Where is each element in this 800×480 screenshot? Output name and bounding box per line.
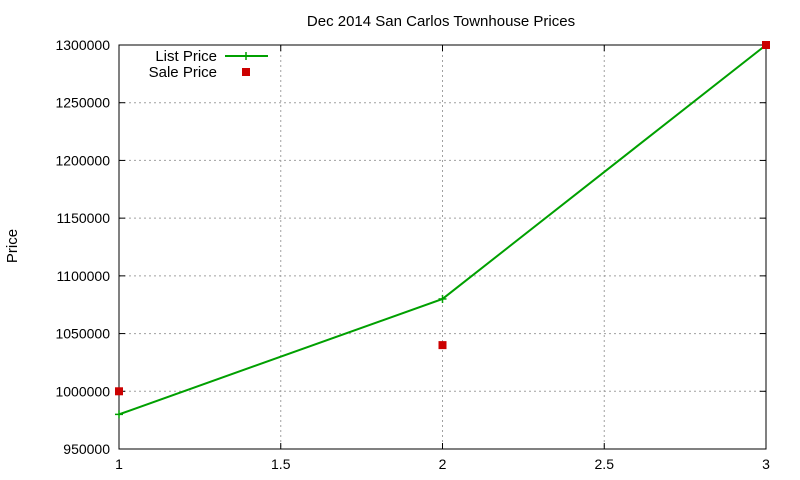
x-tick-label: 1.5	[271, 456, 291, 472]
chart-title: Dec 2014 San Carlos Townhouse Prices	[307, 13, 575, 30]
x-tick-label: 2	[439, 456, 447, 472]
series	[115, 41, 770, 419]
x-tick-label: 2.5	[595, 456, 615, 472]
y-tick-label: 1200000	[55, 152, 110, 168]
y-tick-label: 1100000	[57, 268, 111, 284]
y-axis-label: Price	[4, 229, 21, 263]
x-tick-label: 3	[762, 456, 770, 472]
sale-price-point	[762, 41, 770, 49]
legend-marker-sale-price	[242, 68, 250, 76]
y-tick-label: 1150000	[57, 210, 111, 226]
list-price-point	[115, 410, 123, 419]
axis-ticks: 1 1.5 2 2.5 3 950000 1000000 1050000 1100000 1150…	[55, 37, 770, 472]
list-price-point	[438, 294, 447, 303]
legend: List Price Sale Price	[149, 48, 268, 81]
legend-label-sale-price: Sale Price	[149, 64, 217, 81]
sale-price-point	[115, 387, 123, 396]
legend-marker-list-price	[242, 52, 250, 60]
x-tick-label: 1	[115, 456, 123, 472]
y-tick-label: 950000	[63, 441, 110, 457]
sale-price-point	[438, 341, 447, 350]
grid-lines	[119, 45, 766, 449]
y-tick-label: 1050000	[55, 326, 110, 342]
y-tick-label: 1300000	[55, 37, 110, 53]
y-tick-label: 1000000	[55, 383, 110, 399]
legend-label-list-price: List Price	[155, 48, 217, 65]
y-tick-label: 1250000	[55, 95, 110, 111]
